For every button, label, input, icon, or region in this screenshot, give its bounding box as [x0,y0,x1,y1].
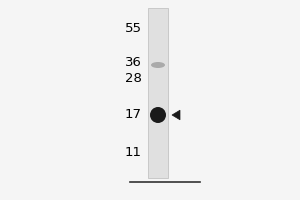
Text: 28: 28 [125,72,142,84]
Ellipse shape [151,62,165,68]
Text: 55: 55 [125,21,142,34]
Bar [148,8,168,178]
Text: 17: 17 [125,108,142,121]
Text: 11: 11 [125,146,142,158]
Text: 36: 36 [125,55,142,68]
Polygon shape [172,110,180,120]
Ellipse shape [150,107,166,123]
